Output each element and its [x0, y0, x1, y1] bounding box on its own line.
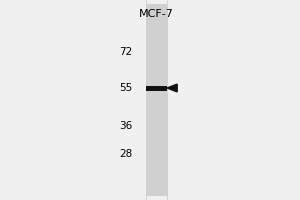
Text: 28: 28: [119, 149, 132, 159]
Bar: [146, 86, 167, 90]
Text: MCF-7: MCF-7: [139, 9, 173, 19]
Bar: [146, 4, 167, 196]
Polygon shape: [167, 84, 177, 92]
Text: 36: 36: [119, 121, 132, 131]
Text: 72: 72: [119, 47, 132, 57]
Text: 55: 55: [119, 83, 132, 93]
